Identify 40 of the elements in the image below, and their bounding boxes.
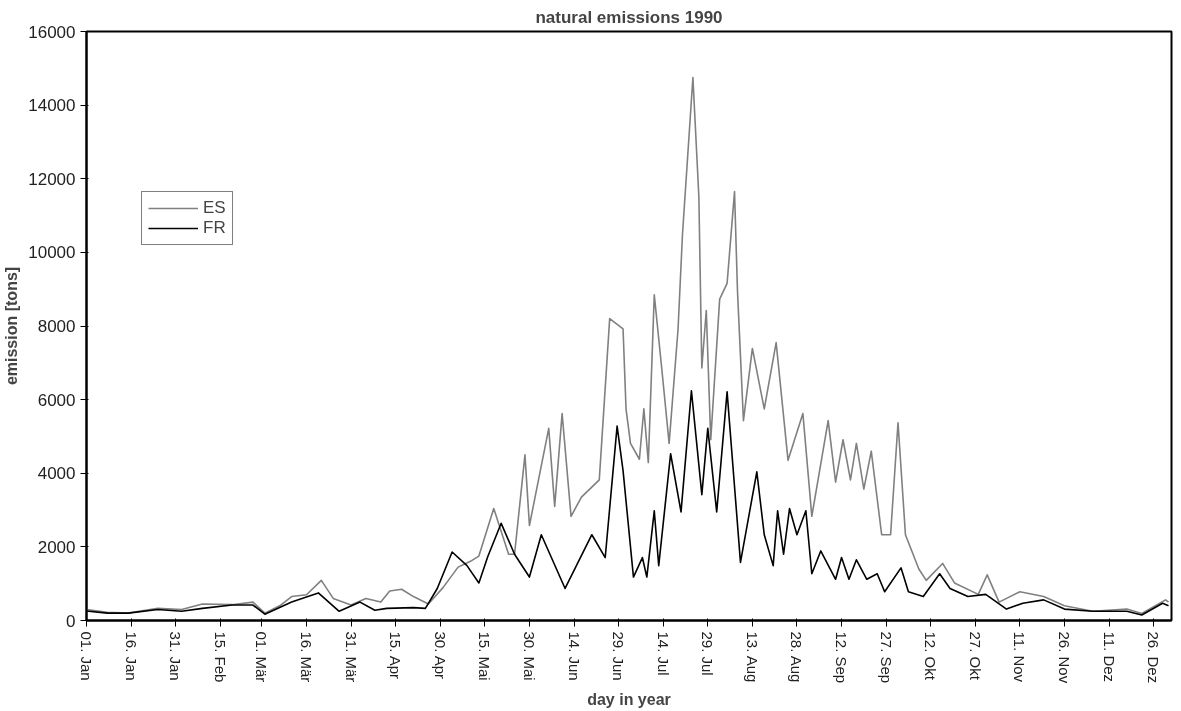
- legend-label: ES: [203, 198, 226, 218]
- x-tick-label: 11. Dez: [1100, 631, 1118, 683]
- x-tick-label: 31. Mär: [342, 631, 360, 683]
- y-tick-label: 10000: [28, 243, 76, 263]
- x-tick-label: 30. Apr: [431, 631, 449, 680]
- x-tick-label: 26. Nov: [1055, 631, 1073, 684]
- x-tick-label: 27. Okt: [966, 631, 984, 681]
- x-tick-label: 12. Sep: [833, 631, 851, 684]
- x-tick-label: 31. Jan: [167, 631, 185, 681]
- y-tick-label: 12000: [28, 169, 76, 189]
- y-tick-label: 4000: [37, 464, 76, 484]
- x-tick-label: 13. Aug: [743, 631, 761, 683]
- legend-label: FR: [203, 218, 226, 238]
- y-tick-label: 2000: [37, 537, 76, 557]
- x-tick-label: 15. Feb: [211, 631, 229, 683]
- x-tick-label: 01. Mär: [253, 631, 271, 683]
- x-tick-label: 12. Okt: [922, 631, 940, 681]
- x-tick-label: 27. Sep: [877, 631, 895, 684]
- x-tick-label: 16. Jan: [122, 631, 140, 681]
- y-tick-label: 8000: [37, 317, 76, 336]
- chart-title: natural emissions 1990: [535, 7, 723, 27]
- x-tick-label: 30. Mai: [520, 631, 538, 681]
- x-axis-title: day in year: [587, 691, 671, 709]
- y-tick-label: 0: [66, 611, 76, 631]
- x-tick-label: 15. Apr: [387, 631, 405, 680]
- x-tick-label: 14. Jul: [654, 631, 672, 676]
- line-series: [86, 76, 1170, 615]
- x-tick-label: 11. Nov: [1011, 631, 1029, 683]
- x-tick-label: 28. Aug: [788, 631, 806, 683]
- x-tick-label: 29. Jun: [610, 631, 628, 681]
- y-tick-label: 6000: [37, 390, 76, 410]
- x-tick-label: 14. Jun: [565, 631, 583, 681]
- x-tick-label: 15. Mai: [476, 631, 494, 681]
- x-tick-label: 01. Jan: [78, 631, 95, 681]
- x-tick-label: 29. Jul: [699, 631, 717, 676]
- x-tick-label: 26. Dez: [1145, 631, 1163, 684]
- y-axis-title: emission [tons]: [3, 266, 21, 386]
- x-tick-label: 16. Mär: [297, 631, 315, 683]
- y-tick-label: 16000: [28, 22, 76, 42]
- y-tick-label: 14000: [28, 96, 76, 116]
